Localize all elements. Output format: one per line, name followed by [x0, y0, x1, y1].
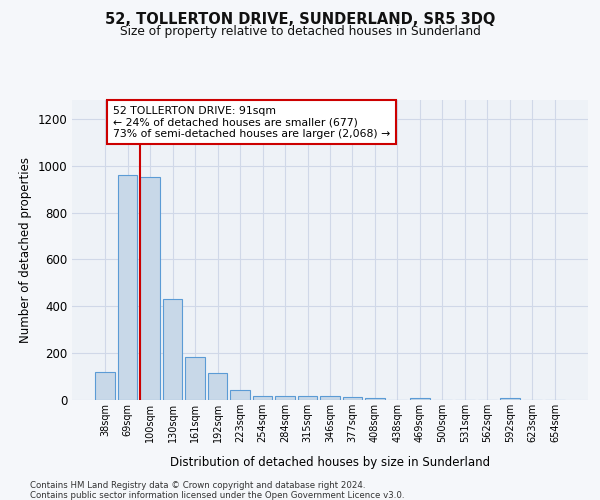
Bar [208, 373, 227, 400]
Bar [410, 398, 430, 400]
Bar [95, 372, 115, 400]
Bar [140, 178, 160, 400]
Text: Contains public sector information licensed under the Open Government Licence v3: Contains public sector information licen… [30, 491, 404, 500]
Bar [365, 398, 385, 400]
Text: Contains HM Land Registry data © Crown copyright and database right 2024.: Contains HM Land Registry data © Crown c… [30, 481, 365, 490]
Text: Size of property relative to detached houses in Sunderland: Size of property relative to detached ho… [119, 25, 481, 38]
Bar [298, 396, 317, 400]
Bar [320, 396, 340, 400]
Text: 52, TOLLERTON DRIVE, SUNDERLAND, SR5 3DQ: 52, TOLLERTON DRIVE, SUNDERLAND, SR5 3DQ [105, 12, 495, 28]
Text: Distribution of detached houses by size in Sunderland: Distribution of detached houses by size … [170, 456, 490, 469]
Bar [230, 390, 250, 400]
Y-axis label: Number of detached properties: Number of detached properties [19, 157, 32, 343]
Bar [343, 397, 362, 400]
Bar [163, 299, 182, 400]
Bar [500, 398, 520, 400]
Text: 52 TOLLERTON DRIVE: 91sqm
← 24% of detached houses are smaller (677)
73% of semi: 52 TOLLERTON DRIVE: 91sqm ← 24% of detac… [113, 106, 390, 139]
Bar [185, 356, 205, 400]
Bar [118, 175, 137, 400]
Bar [275, 396, 295, 400]
Bar [253, 396, 272, 400]
